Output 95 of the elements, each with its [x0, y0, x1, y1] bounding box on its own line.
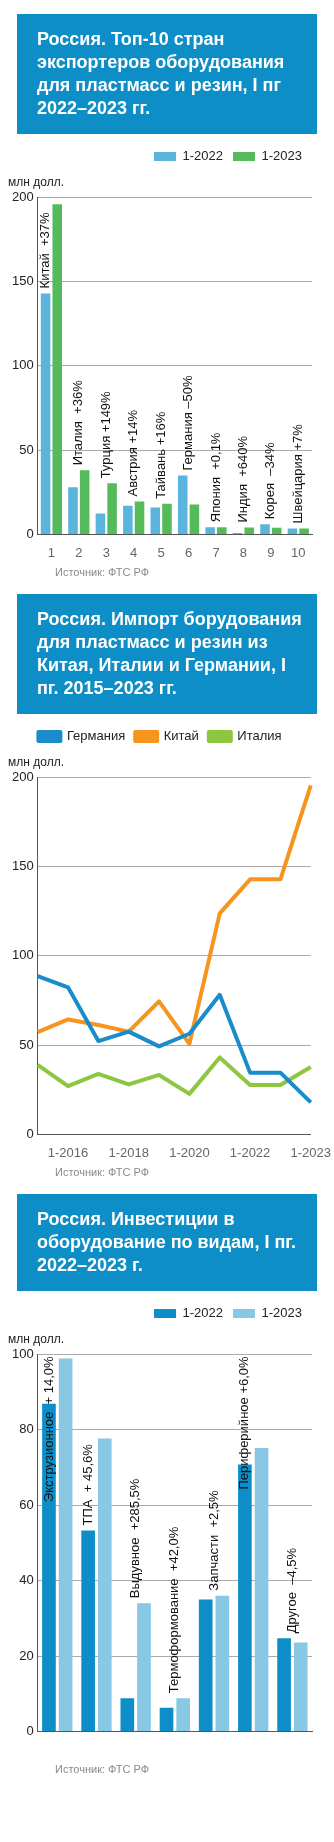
bar	[123, 505, 133, 534]
y-tick-label: 0	[26, 1722, 34, 1738]
x-tick-label: 1-2020	[169, 1144, 210, 1160]
x-tick-label: 10	[291, 544, 306, 560]
x-tick-label: 2	[75, 544, 83, 560]
legend-label: 1-2022	[182, 148, 224, 164]
bar	[271, 527, 282, 534]
bar	[162, 503, 172, 534]
bar	[254, 1447, 269, 1731]
chart-title: Россия. Топ-10 стран экспортеров оборудования для пластмасс и резин, I пг 2022–2023 гг.	[17, 14, 317, 134]
bar	[107, 483, 117, 534]
annotation: Китай +37%	[37, 212, 53, 289]
y-axis-title: млн долл.	[8, 754, 64, 769]
bar	[97, 1438, 112, 1731]
annotation: Корея –34%	[262, 442, 278, 520]
bar	[120, 1698, 135, 1731]
text: Источник: ФТС РФ	[55, 1763, 151, 1777]
y-tick-label: 150	[11, 858, 34, 874]
bar	[299, 528, 309, 534]
bar	[260, 524, 270, 534]
y-tick-label: 20	[19, 1647, 34, 1663]
y-tick-label: 200	[11, 188, 34, 204]
x-tick-label: 7	[212, 544, 220, 560]
legend-label: Китай	[163, 728, 199, 744]
x-tick-label: 1-2018	[108, 1144, 149, 1160]
y-tick-label: 200	[11, 768, 34, 784]
annotation: Периферийное +6,0%	[236, 1355, 252, 1490]
bar	[215, 1595, 230, 1731]
bar	[95, 513, 106, 534]
y-tick-label: 40	[19, 1572, 34, 1588]
annotation: Индия +640%	[235, 435, 250, 523]
chart-title: Россия. Импорт борудования для пластмасс и резин из Китая, Италии и Германии, I пг. 2015–2023 гг.	[17, 594, 317, 714]
bar	[42, 1403, 56, 1731]
text: Источник: ФТС РФ	[55, 566, 151, 580]
x-tick-label: 3	[102, 544, 110, 560]
bar	[277, 1638, 291, 1731]
text: Источник: ФТС РФ	[55, 1166, 151, 1180]
bar	[205, 527, 215, 534]
bar	[189, 504, 200, 534]
bar	[244, 527, 255, 534]
y-tick-label: 0	[26, 1125, 34, 1141]
y-tick-label: 100	[11, 357, 34, 373]
y-tick-label: 50	[19, 1036, 34, 1052]
bar	[217, 527, 227, 534]
y-axis-title: млн долл.	[8, 174, 64, 189]
bar	[177, 475, 188, 534]
legend-label: Германия	[66, 728, 126, 744]
legend-label: Италия	[237, 728, 282, 744]
annotation: Япония +0,1%	[207, 432, 223, 523]
y-tick-label: 100	[11, 1345, 34, 1361]
chart-title: Россия. Инвестиции в оборудование по видам, I пг. 2022–2023 г.	[17, 1194, 317, 1291]
x-tick-label: 1	[47, 544, 56, 560]
annotation: Тайвань +16%	[152, 411, 168, 499]
bar	[81, 1530, 95, 1731]
bar	[293, 1642, 308, 1731]
legend-label: 1-2023	[261, 1305, 303, 1321]
annotation: Германия –50%	[180, 375, 196, 471]
annotation: Другое –4,5%	[283, 1547, 299, 1634]
y-tick-label: 50	[19, 441, 34, 457]
annotation: Выдувное +285,5%	[127, 1478, 143, 1599]
annotation: Швейцария +7%	[289, 423, 305, 524]
annotation: Экструзионное + 14,0%	[40, 1355, 56, 1503]
bar	[150, 507, 161, 534]
y-tick-label: 0	[26, 525, 34, 541]
annotation: Запчасти +2,5%	[205, 1489, 221, 1591]
bar	[159, 1707, 174, 1731]
y-tick-label: 150	[11, 273, 34, 289]
y-tick-label: 60	[19, 1496, 34, 1512]
x-tick-label: 9	[267, 544, 275, 560]
y-tick-label: 80	[19, 1421, 34, 1437]
annotation: Италия +36%	[70, 379, 86, 466]
annotation: Турция +149%	[97, 390, 113, 479]
bar	[40, 293, 51, 534]
bar	[58, 1358, 73, 1731]
legend-label: 1-2022	[182, 1305, 224, 1321]
annotation: Термоформование +42,0%	[166, 1526, 182, 1694]
annotation: Австрия +14%	[125, 409, 141, 497]
bar	[134, 501, 145, 534]
legend-label: 1-2023	[261, 148, 303, 164]
bar	[68, 487, 78, 534]
bar	[52, 204, 63, 534]
annotation: ТПА + 45,6%	[79, 1443, 95, 1526]
x-tick-label: 8	[239, 544, 248, 560]
x-tick-label: 1-2022	[229, 1144, 271, 1160]
bar	[137, 1603, 151, 1731]
x-tick-label: 6	[184, 544, 193, 560]
x-tick-label: 5	[157, 544, 165, 560]
x-tick-label: 1-2023	[290, 1144, 331, 1160]
y-tick-label: 100	[11, 947, 34, 963]
y-axis-title: млн долл.	[8, 1331, 64, 1346]
x-tick-label: 1-2016	[47, 1144, 89, 1160]
bar	[79, 470, 90, 534]
bar	[176, 1698, 190, 1731]
bar	[198, 1599, 213, 1731]
x-tick-label: 4	[130, 544, 138, 560]
